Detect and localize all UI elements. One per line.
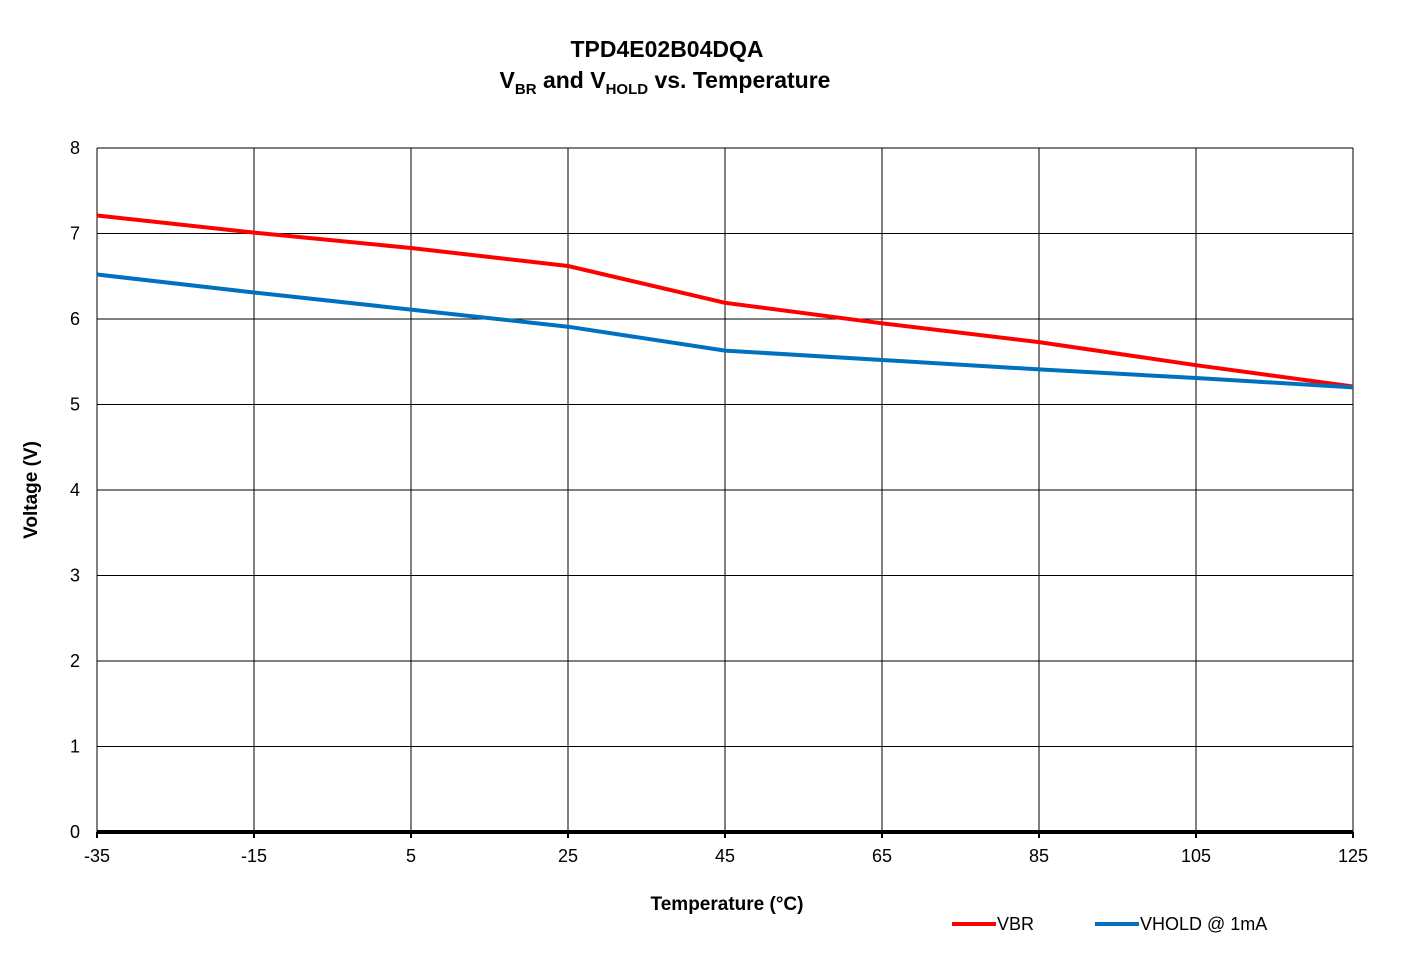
x-tick-label: -15 [241, 846, 267, 866]
x-axis-title: Temperature (°C) [651, 894, 804, 915]
title-rest: vs. Temperature [648, 67, 830, 93]
gridlines [96, 147, 1354, 838]
y-tick-label: 5 [70, 395, 80, 415]
title-v2: V [590, 67, 606, 93]
series-line-vbr [96, 213, 1354, 389]
series-line-vhold [96, 272, 1354, 390]
y-tick-label: 3 [70, 566, 80, 586]
chart-title-line2: VBR and VHOLD vs. Temperature [500, 67, 831, 98]
y-tick-label: 0 [70, 822, 80, 842]
title-and: and [537, 67, 591, 93]
y-tick-label: 2 [70, 651, 80, 671]
x-tick-label: 25 [558, 846, 578, 866]
y-tick-label: 6 [70, 309, 80, 329]
x-tick-label: 85 [1029, 846, 1049, 866]
x-tick-label: 65 [872, 846, 892, 866]
x-tick-label: 45 [715, 846, 735, 866]
legend: VBR VHOLD @ 1mA [952, 914, 1267, 934]
x-tick-labels: -35 -15 5 25 45 65 85 105 125 [84, 846, 1368, 866]
y-tick-label: 1 [70, 737, 80, 757]
title-v1-sub: BR [515, 81, 537, 98]
y-axis-title: Voltage (V) [21, 441, 42, 539]
y-tick-label: 8 [70, 138, 80, 158]
y-tick-label: 4 [70, 480, 80, 500]
x-tick-label: 5 [406, 846, 416, 866]
title-v2-sub: HOLD [606, 81, 649, 98]
x-tick-label: -35 [84, 846, 110, 866]
x-tick-label: 125 [1338, 846, 1368, 866]
chart-title-line1: TPD4E02B04DQA [570, 36, 763, 62]
title-v1: V [500, 67, 516, 93]
legend-label: VHOLD @ 1mA [1140, 914, 1267, 934]
series-lines [96, 213, 1354, 390]
y-tick-labels: 0 1 2 3 4 5 6 7 8 [70, 138, 80, 842]
x-tick-label: 105 [1181, 846, 1211, 866]
y-tick-label: 7 [70, 224, 80, 244]
legend-label: VBR [997, 914, 1034, 934]
